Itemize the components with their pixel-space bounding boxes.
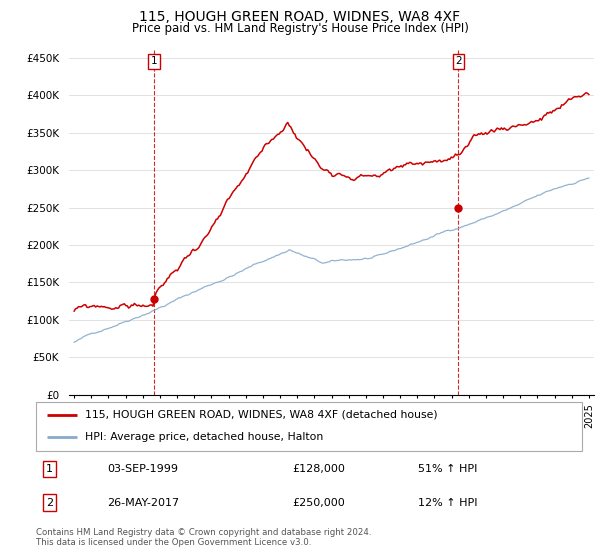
Text: 12% ↑ HPI: 12% ↑ HPI xyxy=(418,498,478,507)
FancyBboxPatch shape xyxy=(36,402,582,451)
Text: Price paid vs. HM Land Registry's House Price Index (HPI): Price paid vs. HM Land Registry's House … xyxy=(131,22,469,35)
Text: HPI: Average price, detached house, Halton: HPI: Average price, detached house, Halt… xyxy=(85,432,323,442)
Text: 115, HOUGH GREEN ROAD, WIDNES, WA8 4XF: 115, HOUGH GREEN ROAD, WIDNES, WA8 4XF xyxy=(139,10,461,24)
Text: £128,000: £128,000 xyxy=(293,464,346,474)
Text: £250,000: £250,000 xyxy=(293,498,346,507)
Text: 1: 1 xyxy=(46,464,53,474)
Text: 2: 2 xyxy=(46,498,53,507)
Text: 115, HOUGH GREEN ROAD, WIDNES, WA8 4XF (detached house): 115, HOUGH GREEN ROAD, WIDNES, WA8 4XF (… xyxy=(85,410,438,420)
Text: 51% ↑ HPI: 51% ↑ HPI xyxy=(418,464,478,474)
Text: Contains HM Land Registry data © Crown copyright and database right 2024.
This d: Contains HM Land Registry data © Crown c… xyxy=(36,528,371,547)
Text: 1: 1 xyxy=(151,57,158,67)
Text: 03-SEP-1999: 03-SEP-1999 xyxy=(107,464,178,474)
Text: 2: 2 xyxy=(455,57,462,67)
Text: 26-MAY-2017: 26-MAY-2017 xyxy=(107,498,179,507)
